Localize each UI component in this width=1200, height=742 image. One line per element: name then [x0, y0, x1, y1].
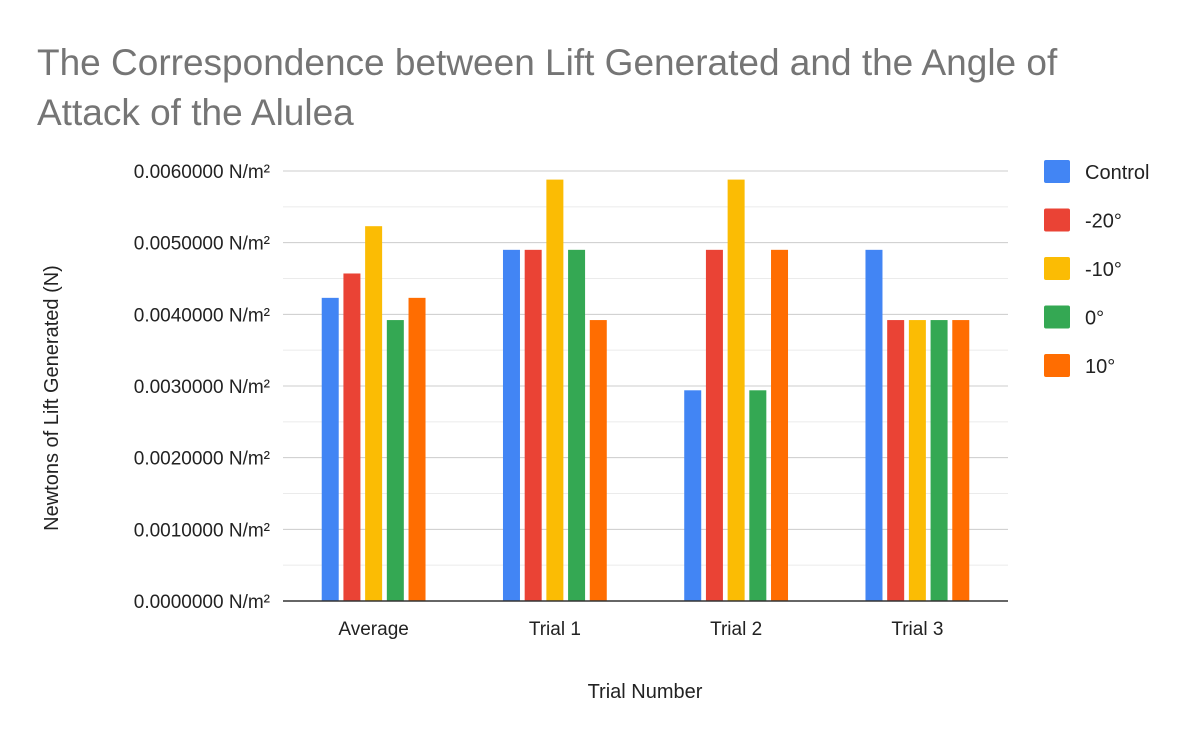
x-tick-label: Trial 2: [710, 619, 762, 640]
y-tick-label: 0.0020000 N/m²: [134, 449, 270, 470]
legend-label: -20°: [1085, 211, 1122, 233]
bar--20°-Average: [343, 273, 361, 601]
x-axis-tick-labels: Average Trial 1 Trial 2 Trial 3: [338, 619, 943, 640]
bar-Control-Trial 3: [865, 249, 883, 602]
legend-swatch: [1044, 160, 1070, 183]
bar-10°-Trial 1: [589, 320, 607, 601]
bar--10°-Average: [365, 226, 383, 601]
legend-swatch: [1044, 257, 1070, 280]
bar-0°-Trial 1: [568, 249, 586, 602]
bar-Control-Average: [321, 297, 339, 601]
legend-label: 10°: [1085, 356, 1115, 378]
bar-10°-Trial 3: [952, 320, 970, 601]
legend-label: 0°: [1085, 308, 1104, 330]
legend-swatch: [1044, 354, 1070, 377]
bar--10°-Trial 2: [727, 179, 745, 601]
bar--20°-Trial 3: [887, 320, 905, 601]
y-axis-title: Newtons of Lift Generated (N): [41, 265, 63, 531]
bar-0°-Average: [386, 320, 404, 601]
legend-label: Control: [1085, 162, 1149, 184]
legend-swatch: [1044, 305, 1070, 329]
x-tick-label: Trial 1: [529, 619, 581, 640]
y-tick-label: 0.0050000 N/m²: [134, 234, 270, 255]
legend-swatch: [1044, 208, 1070, 232]
bar-Control-Trial 2: [684, 390, 702, 601]
bars: [321, 179, 970, 602]
y-tick-label: 0.0010000 N/m²: [134, 520, 270, 541]
bar-10°-Average: [408, 297, 426, 601]
bar-Control-Trial 1: [502, 249, 520, 602]
legend-label: -10°: [1085, 259, 1122, 281]
y-tick-label: 0.0000000 N/m²: [134, 592, 270, 613]
y-tick-label: 0.0060000 N/m²: [134, 162, 270, 183]
bar-0°-Trial 3: [930, 320, 948, 601]
y-axis-tick-labels: 0.0000000 N/m² 0.0010000 N/m² 0.0020000 N/…: [134, 162, 270, 613]
bar--10°-Trial 1: [546, 179, 564, 601]
chart-title: The Correspondence between Lift Generate…: [37, 42, 1058, 133]
x-tick-label: Average: [338, 619, 408, 640]
y-tick-label: 0.0030000 N/m²: [134, 377, 270, 398]
bar--20°-Trial 2: [705, 249, 723, 602]
bar-10°-Trial 2: [771, 249, 789, 602]
x-tick-label: Trial 3: [891, 619, 943, 640]
legend: Control -20° -10° 0° 10°: [1044, 160, 1149, 378]
bar--10°-Trial 3: [908, 320, 926, 601]
gridlines: [283, 170, 1008, 566]
bar--20°-Trial 1: [524, 249, 542, 602]
y-tick-label: 0.0040000 N/m²: [134, 305, 270, 326]
bar-0°-Trial 2: [749, 390, 767, 601]
x-axis-title: Trial Number: [588, 681, 703, 703]
